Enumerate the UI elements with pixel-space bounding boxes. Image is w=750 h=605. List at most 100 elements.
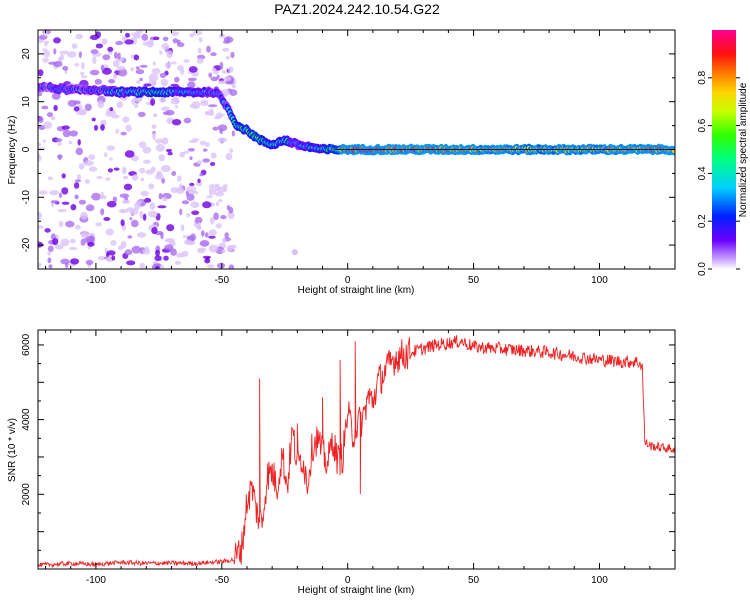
noise-blob xyxy=(139,64,148,68)
noise-blob xyxy=(112,60,120,68)
noise-blob xyxy=(199,240,210,247)
noise-blob xyxy=(46,112,54,118)
noise-blob xyxy=(89,69,100,76)
noise-blob xyxy=(150,166,156,172)
noise-blob xyxy=(68,246,78,251)
spectrogram-ytick-label: -10 xyxy=(21,190,32,205)
noise-blob xyxy=(65,220,75,228)
noise-blob xyxy=(194,216,203,224)
noise-blob xyxy=(197,47,202,54)
noise-blob xyxy=(172,96,179,103)
noise-blob xyxy=(165,148,173,153)
noise-blob xyxy=(74,62,80,67)
snr-xlabel: Height of straight line (km) xyxy=(298,585,415,596)
noise-blob xyxy=(155,138,164,144)
noise-blob xyxy=(210,52,217,57)
noise-blob xyxy=(227,211,235,220)
noise-blob xyxy=(152,132,156,141)
noise-blob xyxy=(139,77,143,82)
noise-blob xyxy=(137,200,143,204)
noise-blob xyxy=(208,235,216,239)
noise-blob xyxy=(161,137,169,145)
noise-blob xyxy=(81,61,85,70)
noise-blob xyxy=(160,78,168,87)
noise-blob xyxy=(76,110,87,116)
noise-blob xyxy=(100,191,104,199)
noise-blob xyxy=(38,154,42,162)
noise-blob xyxy=(42,57,49,63)
noise-blob xyxy=(135,69,145,75)
noise-blob xyxy=(179,151,186,158)
noise-blob xyxy=(120,219,125,227)
noise-blob xyxy=(112,196,118,203)
noise-blob xyxy=(53,37,61,44)
noise-blob xyxy=(172,119,182,126)
noise-blob xyxy=(177,175,182,182)
noise-blob xyxy=(192,138,200,142)
noise-blob xyxy=(138,141,147,149)
noise-blob xyxy=(196,58,204,64)
noise-blob xyxy=(107,168,113,173)
noise-blob xyxy=(170,61,177,65)
noise-blob xyxy=(197,222,201,229)
noise-blob xyxy=(58,192,63,198)
noise-blob xyxy=(95,31,101,39)
noise-blob xyxy=(190,201,200,209)
noise-blob xyxy=(60,238,70,247)
noise-blob xyxy=(222,238,227,244)
spectrogram-xtick-label: -50 xyxy=(215,275,230,286)
noise-blob xyxy=(94,78,103,85)
noise-blob xyxy=(222,40,230,44)
noise-blob xyxy=(130,219,139,228)
noise-blob xyxy=(97,100,105,109)
noise-blob xyxy=(143,83,152,87)
noise-blob xyxy=(84,160,94,166)
noise-blob xyxy=(181,200,189,205)
noise-blob xyxy=(199,140,206,146)
noise-blob xyxy=(218,80,226,85)
noise-blob xyxy=(225,153,233,161)
noise-blob xyxy=(121,36,127,42)
noise-blob xyxy=(126,207,136,212)
snr-xtick-label: 100 xyxy=(591,575,608,586)
noise-blob xyxy=(137,111,146,118)
noise-blob xyxy=(131,32,141,37)
noise-blob xyxy=(110,240,117,246)
noise-blob xyxy=(115,128,120,134)
noise-blob xyxy=(186,213,191,218)
noise-blob xyxy=(199,173,204,177)
noise-blob xyxy=(115,40,124,46)
noise-blob xyxy=(103,217,111,221)
noise-blob xyxy=(124,39,134,45)
noise-blob xyxy=(202,201,212,209)
noise-blob xyxy=(142,213,147,221)
noise-blob xyxy=(191,210,200,216)
noise-blob xyxy=(41,105,49,110)
noise-blob xyxy=(38,124,46,130)
noise-blob xyxy=(291,249,298,256)
noise-blob xyxy=(148,183,155,190)
spectrogram-xlabel: Height of straight line (km) xyxy=(298,285,415,296)
noise-blob xyxy=(38,190,48,195)
noise-blob xyxy=(70,258,80,265)
noise-blob xyxy=(91,117,96,122)
noise-blob xyxy=(153,113,158,118)
noise-blob xyxy=(57,141,62,146)
noise-blob xyxy=(61,201,70,205)
noise-blob xyxy=(166,50,174,59)
snr-panel: -100 -50 0 50 100 2000 4000 6000 Height of stra… xyxy=(7,329,676,596)
noise-blob xyxy=(109,157,113,161)
noise-blob xyxy=(38,69,44,77)
noise-blob xyxy=(129,217,133,221)
spectrogram-ytick-label: 10 xyxy=(21,96,32,108)
noise-blob xyxy=(125,124,132,132)
snr-xtick-label: 0 xyxy=(345,575,351,586)
noise-blob xyxy=(184,239,192,245)
noise-blob xyxy=(226,205,231,210)
noise-blob xyxy=(159,50,163,55)
colorbar-label: Normalized spectral amplitude xyxy=(738,82,749,217)
noise-blob xyxy=(38,225,44,229)
noise-blob xyxy=(80,211,88,220)
noise-blob xyxy=(120,131,127,136)
colorbar-tick-label: 0.8 xyxy=(697,70,708,84)
